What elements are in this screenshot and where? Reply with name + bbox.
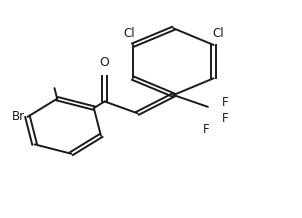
Text: Cl: Cl — [123, 27, 135, 40]
Text: F: F — [222, 112, 229, 125]
Text: Br: Br — [11, 110, 24, 123]
Text: F: F — [203, 123, 210, 136]
Text: F: F — [222, 96, 229, 109]
Text: O: O — [100, 56, 110, 69]
Text: Cl: Cl — [212, 27, 224, 40]
